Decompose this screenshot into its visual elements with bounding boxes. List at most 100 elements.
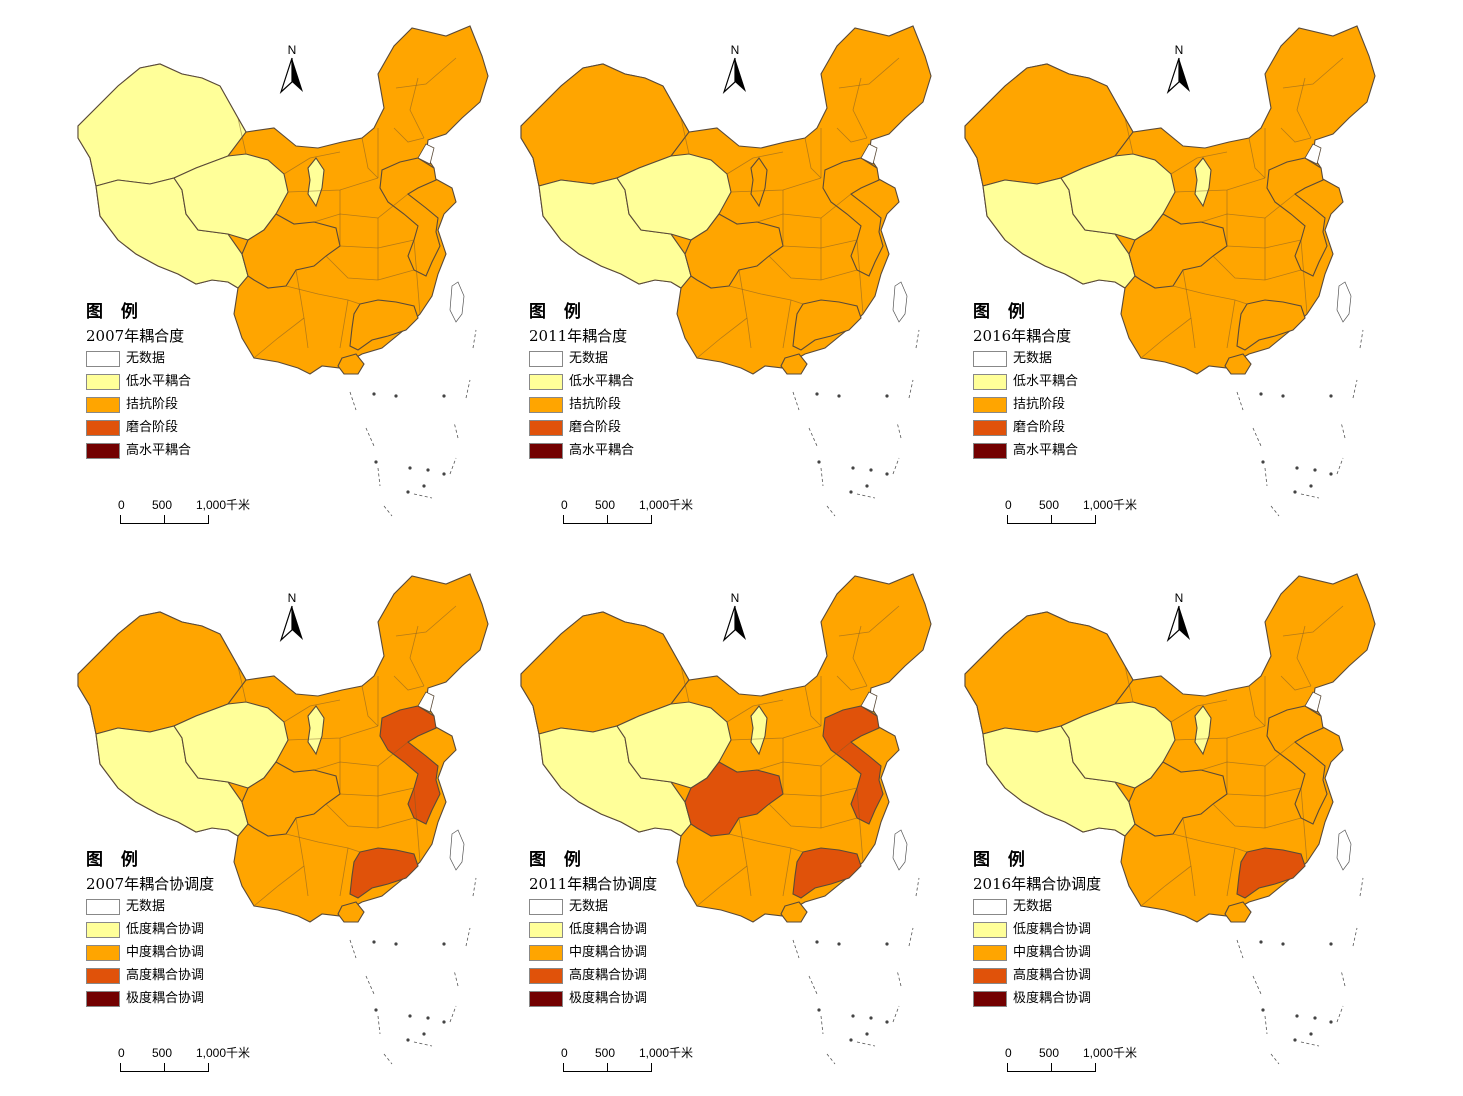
map-panel: N 图 例 2007年耦合度 无数据 低水平耦合 拮抗阶段 磨合阶段 高水平耦合 0 500 1,0… (77, 18, 518, 548)
province-border (768, 803, 858, 829)
north-label: N (1174, 591, 1184, 605)
legend-label: 极度耦合协调 (1013, 991, 1092, 1006)
scale-line (1007, 1063, 1095, 1072)
scale-tick-label: 1,000 (639, 1046, 670, 1060)
province-border (409, 77, 425, 139)
legend-swatch (529, 922, 563, 938)
scale-tick (1051, 515, 1052, 524)
province-border (782, 299, 792, 349)
island-dot (394, 394, 398, 398)
legend-item: 高度耦合协调 (973, 965, 1173, 988)
north-arrow-icon (1166, 605, 1190, 642)
province-border (852, 625, 868, 687)
scale-tick-label: 500 (595, 1046, 616, 1060)
legend-label: 中度耦合协调 (569, 945, 648, 960)
scale-unit: 千米 (669, 498, 694, 512)
province-border (726, 151, 784, 175)
scale-tick-label: 500 (152, 498, 173, 512)
sea-boundary-line (1300, 493, 1320, 499)
legend-item: 拮抗阶段 (86, 394, 286, 417)
scale-tick (1051, 1063, 1052, 1072)
sea-boundary-line (1300, 1041, 1320, 1047)
bohai-sea (417, 143, 435, 165)
island-dot (442, 1020, 446, 1024)
north-arrow-icon (1166, 57, 1190, 94)
scale-tick-label: 500 (595, 498, 616, 512)
province-border (1226, 847, 1236, 897)
region-sichuan (684, 761, 784, 837)
scale-tick (563, 515, 564, 524)
region-taiwan (892, 281, 908, 323)
legend-label: 磨合阶段 (1013, 420, 1066, 435)
legend-title: 2007年耦合度 (86, 327, 185, 345)
island-dot (1281, 942, 1285, 946)
legend-swatch (529, 351, 563, 367)
legend-label: 极度耦合协调 (126, 991, 205, 1006)
legend-swatch (529, 968, 563, 984)
island-dot (849, 490, 853, 494)
map-panel: N 图 例 2007年耦合协调度 无数据 低度耦合协调 中度耦合协调 高度耦合协调 极度耦合协… (77, 566, 518, 1096)
legend: 图 例 2007年耦合度 无数据 低水平耦合 拮抗阶段 磨合阶段 高水平耦合 (86, 300, 286, 463)
province-border (409, 625, 425, 687)
sea-boundary-line (896, 969, 902, 987)
island-dot (817, 1008, 821, 1012)
region-guangdong (349, 847, 419, 899)
legend-swatch (973, 899, 1007, 915)
scale-tick (607, 515, 608, 524)
sea-boundary-line (365, 427, 375, 447)
island-dot (372, 940, 376, 944)
scale-tick (651, 1063, 652, 1072)
scale-bar: 0 500 1,000 千米 (555, 498, 755, 538)
legend-label: 低度耦合协调 (1013, 922, 1092, 937)
province-border (1282, 57, 1344, 89)
region-guangdong (349, 299, 419, 351)
legend-item: 中度耦合协调 (86, 942, 286, 965)
legend-swatch (529, 397, 563, 413)
scale-tick (208, 515, 209, 524)
legend-swatch (529, 945, 563, 961)
island-dot (1313, 1016, 1317, 1020)
legend-label: 低水平耦合 (569, 374, 635, 389)
province-border (339, 847, 349, 897)
scale-tick (563, 1063, 564, 1072)
legend-item: 磨合阶段 (529, 417, 729, 440)
sea-boundary-line (908, 379, 914, 399)
island-dot (1329, 1020, 1333, 1024)
island-dot (408, 466, 412, 470)
legend-swatch (529, 374, 563, 390)
scale-tick-label: 0 (1005, 498, 1012, 512)
legend-swatch (973, 991, 1007, 1007)
sea-boundary-line (365, 975, 375, 995)
legend-swatch (86, 443, 120, 459)
island-dot (1261, 1008, 1265, 1012)
legend-swatch (973, 351, 1007, 367)
province-border (768, 255, 858, 281)
region-taiwan (449, 829, 465, 871)
map-panel: N 图 例 2011年耦合协调度 无数据 低度耦合协调 中度耦合协调 高度耦合协调 极度耦合协… (520, 566, 961, 1096)
province-border (237, 117, 247, 155)
scale-line (120, 515, 208, 524)
legend-label: 无数据 (126, 899, 166, 914)
legend-swatch (86, 945, 120, 961)
sea-boundary-line (915, 877, 920, 897)
china-map (520, 573, 932, 1065)
sea-boundary-line (1270, 505, 1280, 517)
province-border (395, 57, 457, 89)
province-border (283, 699, 341, 723)
legend-item: 高水平耦合 (529, 440, 729, 463)
sea-boundary-line (856, 1041, 876, 1047)
province-border (1140, 865, 1192, 907)
legend-item: 低度耦合协调 (86, 919, 286, 942)
legend-swatch (529, 991, 563, 1007)
province-border (804, 685, 822, 727)
region-sichuan (241, 213, 341, 289)
legend-label: 无数据 (569, 899, 609, 914)
legend-swatch (86, 397, 120, 413)
island-dot (885, 472, 889, 476)
legend-swatch (86, 374, 120, 390)
scale-tick (651, 515, 652, 524)
province-border (1172, 833, 1248, 853)
north-label: N (287, 591, 297, 605)
legend-label: 磨合阶段 (569, 420, 622, 435)
sea-boundary-line (826, 1053, 836, 1065)
